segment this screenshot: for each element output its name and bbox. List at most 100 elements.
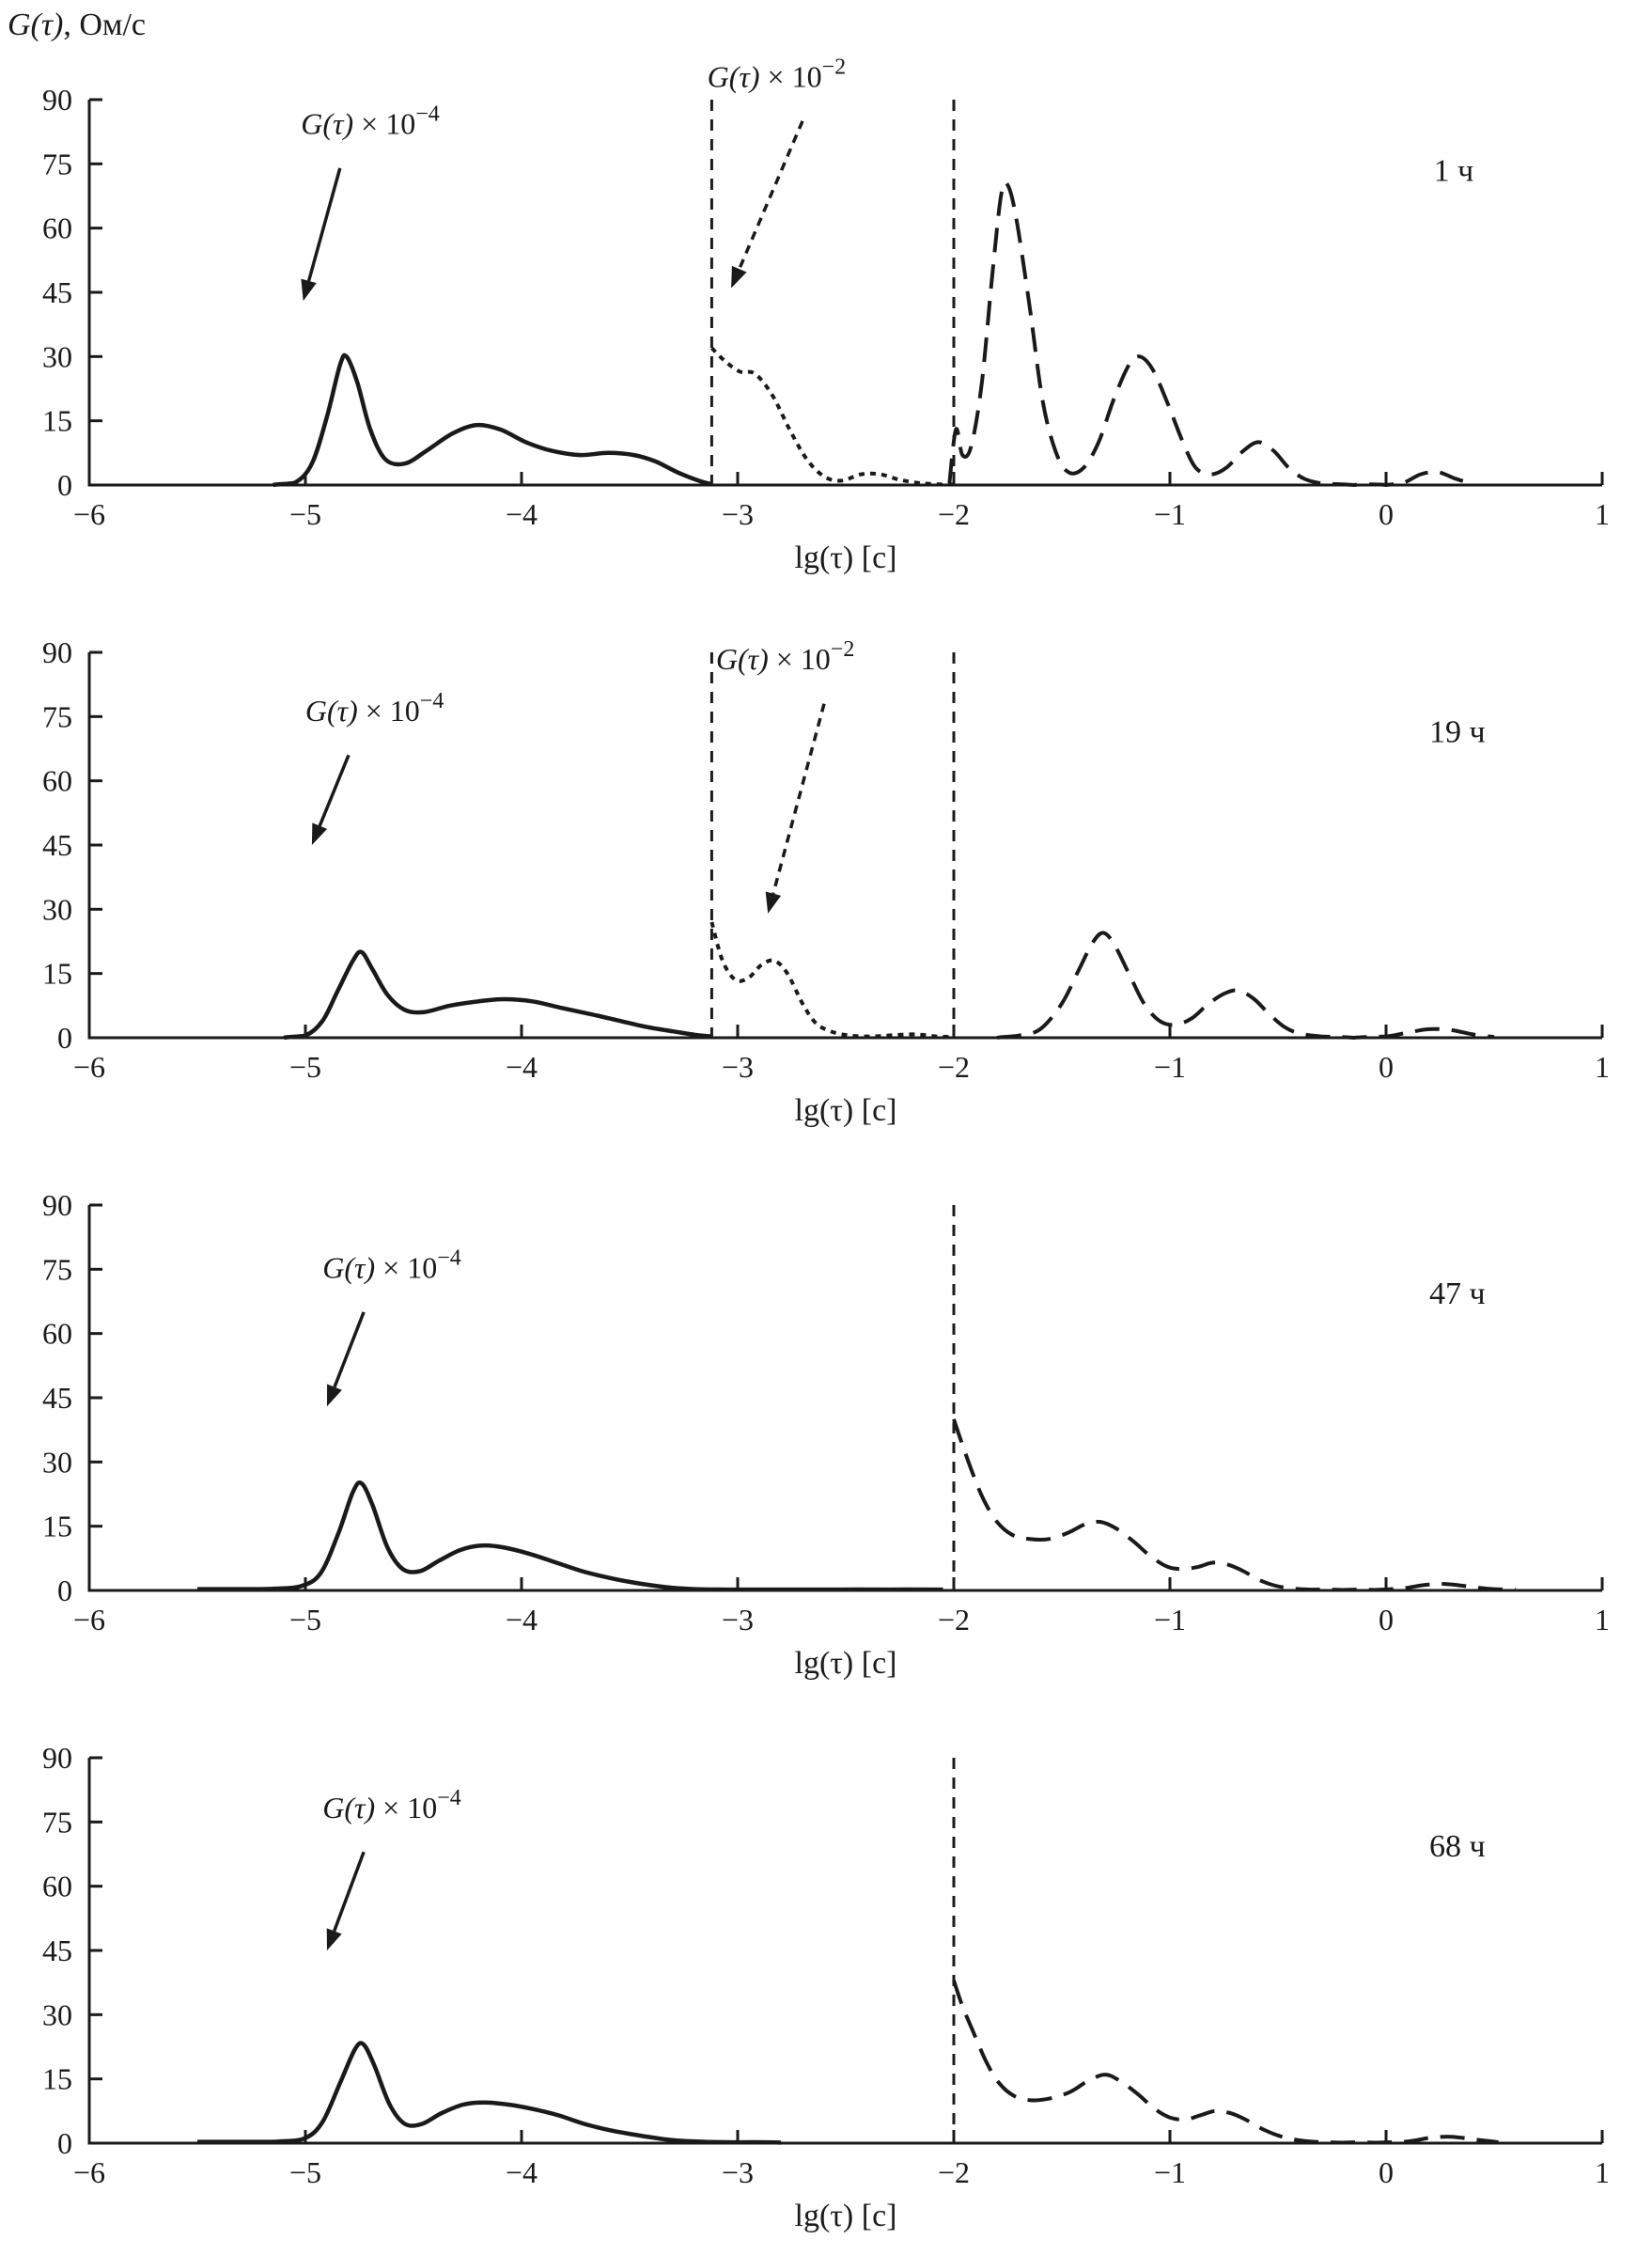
panel-time-label: 1 ч [1434, 154, 1474, 189]
curve-annotation: G(τ) × 10−4 [305, 689, 444, 728]
arrowhead-icon [311, 822, 328, 845]
x-axis-label: lg(τ) [с] [795, 2199, 897, 2233]
y-tick-label: 90 [42, 1741, 72, 1775]
y-tick-label: 60 [42, 1870, 72, 1903]
solid-curve [196, 1480, 943, 1592]
short-dash-curve [709, 921, 955, 1040]
chart-panel-svg: 0 15 30 45 60 75 90 −6 −5 −4 −3 −2 −1 0 1 lg(τ) [с] 1 ч G… [42, 55, 1610, 575]
y-tick-label: 30 [42, 892, 72, 926]
chart-panel-svg: 0 15 30 45 60 75 90 −6 −5 −4 −3 −2 −1 0 1 lg(τ) [с] 19 ч… [42, 635, 1610, 1128]
x-tick-label: −2 [938, 1050, 970, 1084]
x-tick-label: −4 [506, 497, 538, 531]
x-tick-label: 0 [1379, 1603, 1394, 1636]
x-tick-label: −1 [1154, 2155, 1186, 2189]
y-tick-label: 0 [57, 468, 72, 502]
x-tick-label: −6 [73, 1050, 105, 1084]
chart-panel-47h: 0 15 30 45 60 75 90 −6 −5 −4 −3 −2 −1 0 1 lg(τ) [с] 47 ч… [0, 1149, 1652, 1701]
annotation-arrow [333, 1851, 366, 1933]
annotation-arrow [333, 1311, 366, 1388]
curve-annotation: G(τ) × 10−4 [301, 102, 439, 140]
x-tick-label: −4 [506, 2155, 538, 2189]
y-tick-label: 75 [42, 699, 72, 733]
x-tick-label: −5 [289, 497, 321, 531]
x-tick-label: −3 [722, 1050, 754, 1084]
x-axis-label: lg(τ) [с] [795, 1093, 897, 1128]
y-tick-label: 90 [42, 83, 72, 117]
long-dash-curve [996, 931, 1495, 1040]
curve-annotation: G(τ) × 10−2 [716, 637, 854, 676]
y-tick-label: 15 [42, 2062, 72, 2096]
x-tick-label: 0 [1379, 1050, 1394, 1084]
y-tick-label: 45 [42, 1381, 72, 1415]
x-tick-label: −2 [938, 2155, 970, 2189]
x-tick-label: −2 [938, 1603, 970, 1636]
annotation-arrow [318, 754, 351, 827]
x-tick-label: −6 [73, 2155, 105, 2189]
chart-panel-svg: 0 15 30 45 60 75 90 −6 −5 −4 −3 −2 −1 0 1 lg(τ) [с] 47 ч… [42, 1188, 1610, 1681]
x-tick-label: −1 [1154, 497, 1186, 531]
y-tick-label: 15 [42, 404, 72, 438]
x-tick-label: −4 [506, 1050, 538, 1084]
chart-panel-1h: 0 15 30 45 60 75 90 −6 −5 −4 −3 −2 −1 0 1 lg(τ) [с] 1 ч G… [0, 43, 1652, 596]
y-tick-label: 0 [57, 1021, 72, 1055]
long-dash-curve [947, 180, 1473, 487]
x-tick-label: 1 [1595, 1603, 1610, 1636]
panel-time-label: 68 ч [1429, 1829, 1486, 1864]
arrowhead-icon [731, 265, 747, 289]
y-tick-label: 75 [42, 1805, 72, 1839]
y-tick-label: 30 [42, 1997, 72, 2031]
panel-time-label: 47 ч [1429, 1276, 1486, 1311]
x-tick-label: −5 [289, 2155, 321, 2189]
x-tick-label: −3 [722, 497, 754, 531]
x-tick-label: 1 [1595, 2155, 1610, 2189]
dashed-annotation-arrow [771, 703, 826, 895]
dashed-annotation-arrow [738, 120, 804, 270]
y-tick-label: 60 [42, 211, 72, 245]
curve-annotation: G(τ) × 10−2 [708, 55, 846, 93]
x-tick-label: 0 [1379, 497, 1394, 531]
y-tick-label: 75 [42, 147, 72, 180]
x-tick-label: −3 [722, 1603, 754, 1636]
x-tick-label: −2 [938, 497, 970, 531]
curve-annotation: G(τ) × 10−4 [322, 1245, 460, 1284]
solid-curve [272, 352, 712, 488]
arrowhead-icon [765, 891, 782, 914]
x-tick-label: −5 [289, 1050, 321, 1084]
annotation-arrow [306, 167, 342, 282]
y-tick-label: 90 [42, 1188, 72, 1222]
figure-panels: 0 15 30 45 60 75 90 −6 −5 −4 −3 −2 −1 0 1 lg(τ) [с] 1 ч G… [0, 43, 1652, 2254]
curve-annotation: G(τ) × 10−4 [322, 1786, 460, 1824]
arrowhead-icon [301, 278, 317, 302]
x-axis-label: lg(τ) [с] [795, 1646, 897, 1681]
x-tick-label: −5 [289, 1603, 321, 1636]
long-dash-curve [952, 1418, 1517, 1592]
x-axis-label: lg(τ) [с] [795, 540, 897, 575]
axes [87, 1205, 1602, 1592]
y-tick-label: 0 [57, 2126, 72, 2160]
y-axis-unit-symbol: G(τ) [8, 8, 64, 42]
y-tick-label: 30 [42, 1445, 72, 1479]
y-tick-label: 15 [42, 957, 72, 991]
y-tick-label: 0 [57, 1574, 72, 1607]
y-tick-label: 45 [42, 1934, 72, 1967]
chart-panel-68h: 0 15 30 45 60 75 90 −6 −5 −4 −3 −2 −1 0 1 lg(τ) [с] 68 ч… [0, 1701, 1652, 2254]
y-tick-label: 60 [42, 1317, 72, 1351]
axes [87, 100, 1602, 487]
figure-y-axis-unit-label: G(τ), Ом/с [0, 0, 1652, 43]
x-tick-label: −6 [73, 1603, 105, 1636]
chart-panel-19h: 0 15 30 45 60 75 90 −6 −5 −4 −3 −2 −1 0 1 lg(τ) [с] 19 ч… [0, 596, 1652, 1149]
arrowhead-icon [327, 1384, 342, 1407]
y-tick-label: 90 [42, 635, 72, 669]
short-dash-curve [709, 346, 955, 487]
x-tick-label: −6 [73, 497, 105, 531]
y-tick-label: 45 [42, 275, 72, 309]
panel-time-label: 19 ч [1429, 715, 1486, 750]
x-tick-label: 1 [1595, 497, 1610, 531]
x-tick-label: −1 [1154, 1603, 1186, 1636]
y-tick-label: 45 [42, 828, 72, 862]
x-tick-label: −4 [506, 1603, 538, 1636]
x-tick-label: −3 [722, 2155, 754, 2189]
y-tick-label: 60 [42, 764, 72, 798]
y-tick-label: 75 [42, 1252, 72, 1286]
solid-curve [196, 2041, 782, 2145]
